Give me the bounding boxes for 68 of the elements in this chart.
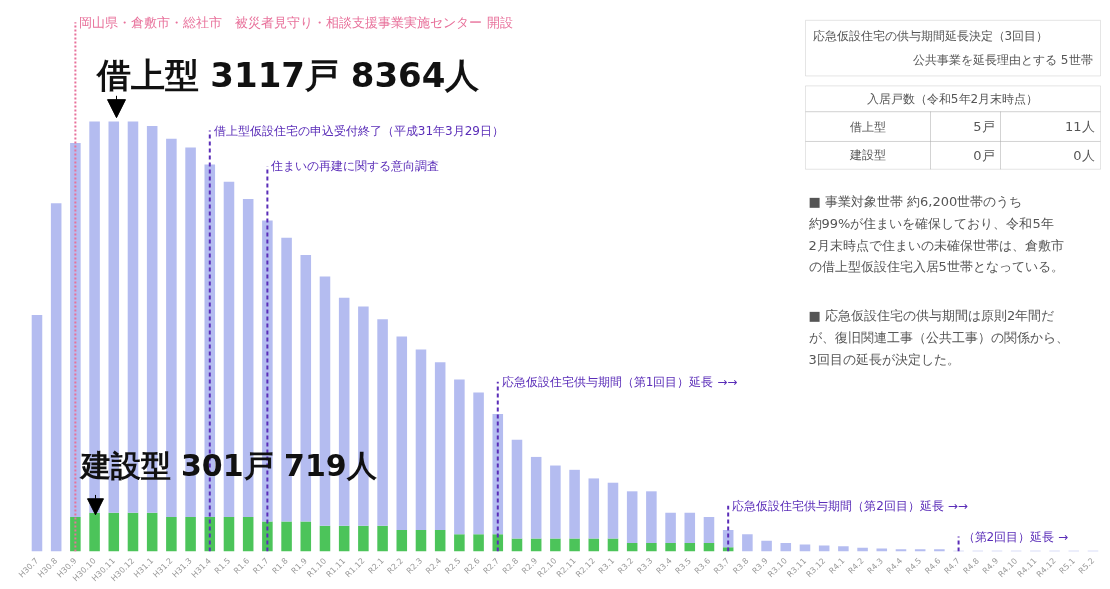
annotation: 建設型 xyxy=(848,148,886,163)
annotation: 借上型 xyxy=(849,119,886,134)
bar xyxy=(934,549,945,552)
text: 借上型 3117戸 8364人 xyxy=(95,54,481,95)
bar xyxy=(281,521,292,552)
bar xyxy=(396,336,408,531)
bar xyxy=(646,542,657,552)
bar xyxy=(377,319,388,526)
bar xyxy=(550,538,561,552)
bar xyxy=(166,517,177,552)
bar xyxy=(607,482,619,539)
annotation: 5戸 xyxy=(973,119,995,135)
ref-line-label: （第2回目）延長 → xyxy=(962,529,1069,544)
bar xyxy=(569,538,580,552)
bar xyxy=(511,439,523,539)
annotation: ■ 応急仮設住宅の供与期間は原則2年間だが、復旧関連工事（公共工事）の関係から、3回目の延長が決定した。 xyxy=(808,308,1069,367)
bar xyxy=(550,465,561,539)
annotation: 11人 xyxy=(1064,119,1095,135)
bar xyxy=(876,548,888,552)
bar xyxy=(569,469,580,539)
bar xyxy=(70,517,81,552)
annotation: ■ 事業対象世帯 約6,200世帯のうち約99%が住まいを確保しており、令和5年2月末時点で住まいの未確保世帯は、倉敷市の借上型仮設住宅入居5世帯となっている。 xyxy=(808,194,1064,275)
bar xyxy=(358,525,369,552)
ref-line-label: 応急仮設住宅供与期間（第2回目）延長 →→ xyxy=(732,498,968,513)
bar xyxy=(665,542,676,552)
bar xyxy=(31,315,43,552)
bar xyxy=(530,456,542,539)
bar xyxy=(415,530,427,552)
bar xyxy=(703,517,715,543)
bar xyxy=(338,525,350,552)
bar xyxy=(319,525,331,552)
bar xyxy=(434,362,446,531)
annotation: 建設型 301戸 719人 xyxy=(78,447,378,483)
bar xyxy=(838,546,849,552)
ref-line-label: 借上型仮設住宅の申込受付終了（平成31年3月29日） xyxy=(213,123,504,138)
annotation: 0人 xyxy=(1073,147,1095,163)
bar xyxy=(665,512,676,543)
bar xyxy=(588,478,600,539)
bar xyxy=(454,379,465,535)
bar xyxy=(473,534,484,552)
bar xyxy=(223,517,235,552)
bar xyxy=(50,203,62,552)
bar xyxy=(377,525,388,552)
bar xyxy=(761,540,772,552)
bar xyxy=(146,512,158,552)
ref-line-label: 岡山県・倉敷市・総社市 被災者見守り・相談支援事業実施センター 開設 xyxy=(79,14,513,30)
text: 応急仮設住宅の供与期間延長決定（3回目） xyxy=(812,29,1049,44)
bar xyxy=(646,491,657,543)
bar xyxy=(108,512,120,552)
ref-line-label: 住まいの再建に関する意向調査 xyxy=(270,159,440,174)
bar xyxy=(454,534,465,552)
bar xyxy=(185,517,196,552)
bar xyxy=(300,521,312,552)
ref-line-label: 応急仮設住宅供与期間（第1回目）延長 →→ xyxy=(501,374,738,389)
bar xyxy=(684,512,696,543)
text: 公共事業を延長理由とする 5世帯 xyxy=(913,53,1093,68)
text: 入居戸数（令和5年2月末時点） xyxy=(866,91,1039,106)
bar xyxy=(242,517,254,552)
annotation: 0戸 xyxy=(973,147,995,163)
bar xyxy=(434,530,446,552)
bar xyxy=(742,534,753,552)
bar xyxy=(473,392,484,535)
bar xyxy=(127,512,139,552)
bar xyxy=(818,545,830,552)
bar xyxy=(415,349,427,531)
bar xyxy=(70,143,81,518)
bar xyxy=(396,530,408,552)
bar xyxy=(626,491,638,543)
